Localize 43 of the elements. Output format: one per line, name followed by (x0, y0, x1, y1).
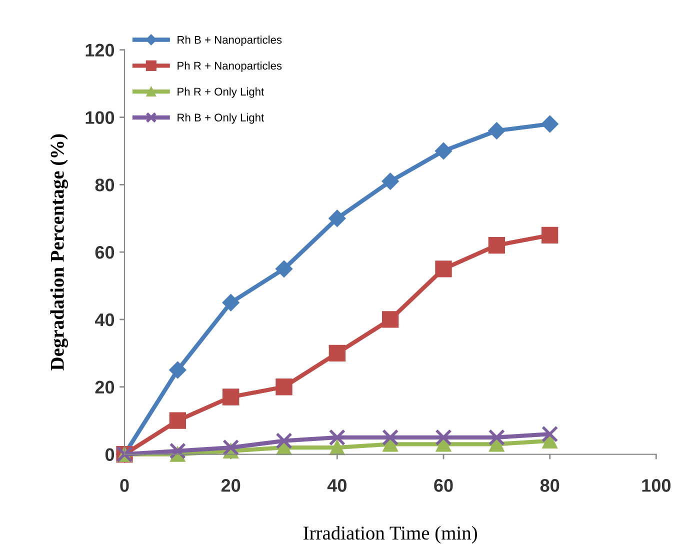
point (435, 429, 452, 446)
point (169, 442, 186, 460)
point (434, 142, 452, 160)
y-tick-label: 120 (86, 44, 114, 57)
point (488, 122, 506, 140)
y-tick-label: 60 (95, 246, 114, 259)
point (276, 432, 292, 450)
x-axis-title: Irradiation Time (min) (304, 526, 477, 544)
point (222, 294, 240, 312)
legend-label: Rh B + Only Light (178, 113, 264, 124)
legend-label: Ph R + Only Light (178, 87, 264, 98)
legend-label: Rh B + Nanoparticles (178, 36, 282, 46)
point (328, 210, 346, 227)
x-tick-label: 20 (221, 479, 240, 492)
point (435, 260, 452, 278)
x-tick-label: 100 (642, 479, 670, 492)
y-tick-label: 20 (95, 380, 114, 394)
x-tick-label: 40 (327, 479, 346, 492)
point (382, 311, 399, 328)
point (382, 172, 399, 190)
point (222, 439, 240, 456)
y-axis-title: Degradation Percentage (%) (50, 134, 68, 370)
y-tick-label: 100 (86, 111, 114, 124)
y-tick-label: 80 (95, 178, 114, 192)
point (328, 344, 346, 362)
x-tick-label: 60 (434, 479, 453, 492)
point (541, 115, 558, 133)
x-tick-label: 80 (540, 479, 560, 492)
point (488, 236, 506, 254)
point (169, 361, 186, 379)
point (382, 429, 399, 446)
point (542, 226, 558, 244)
point (488, 429, 506, 446)
point (275, 260, 293, 278)
point (276, 378, 292, 396)
x-tick-label: 0 (120, 479, 129, 492)
y-tick-label: 40 (94, 313, 114, 326)
point (328, 429, 346, 446)
point (542, 426, 558, 442)
y-tick-label: 0 (105, 448, 114, 461)
legend-label: Ph R + Nanoparticles (178, 62, 282, 72)
point (222, 388, 240, 406)
point (169, 412, 186, 429)
